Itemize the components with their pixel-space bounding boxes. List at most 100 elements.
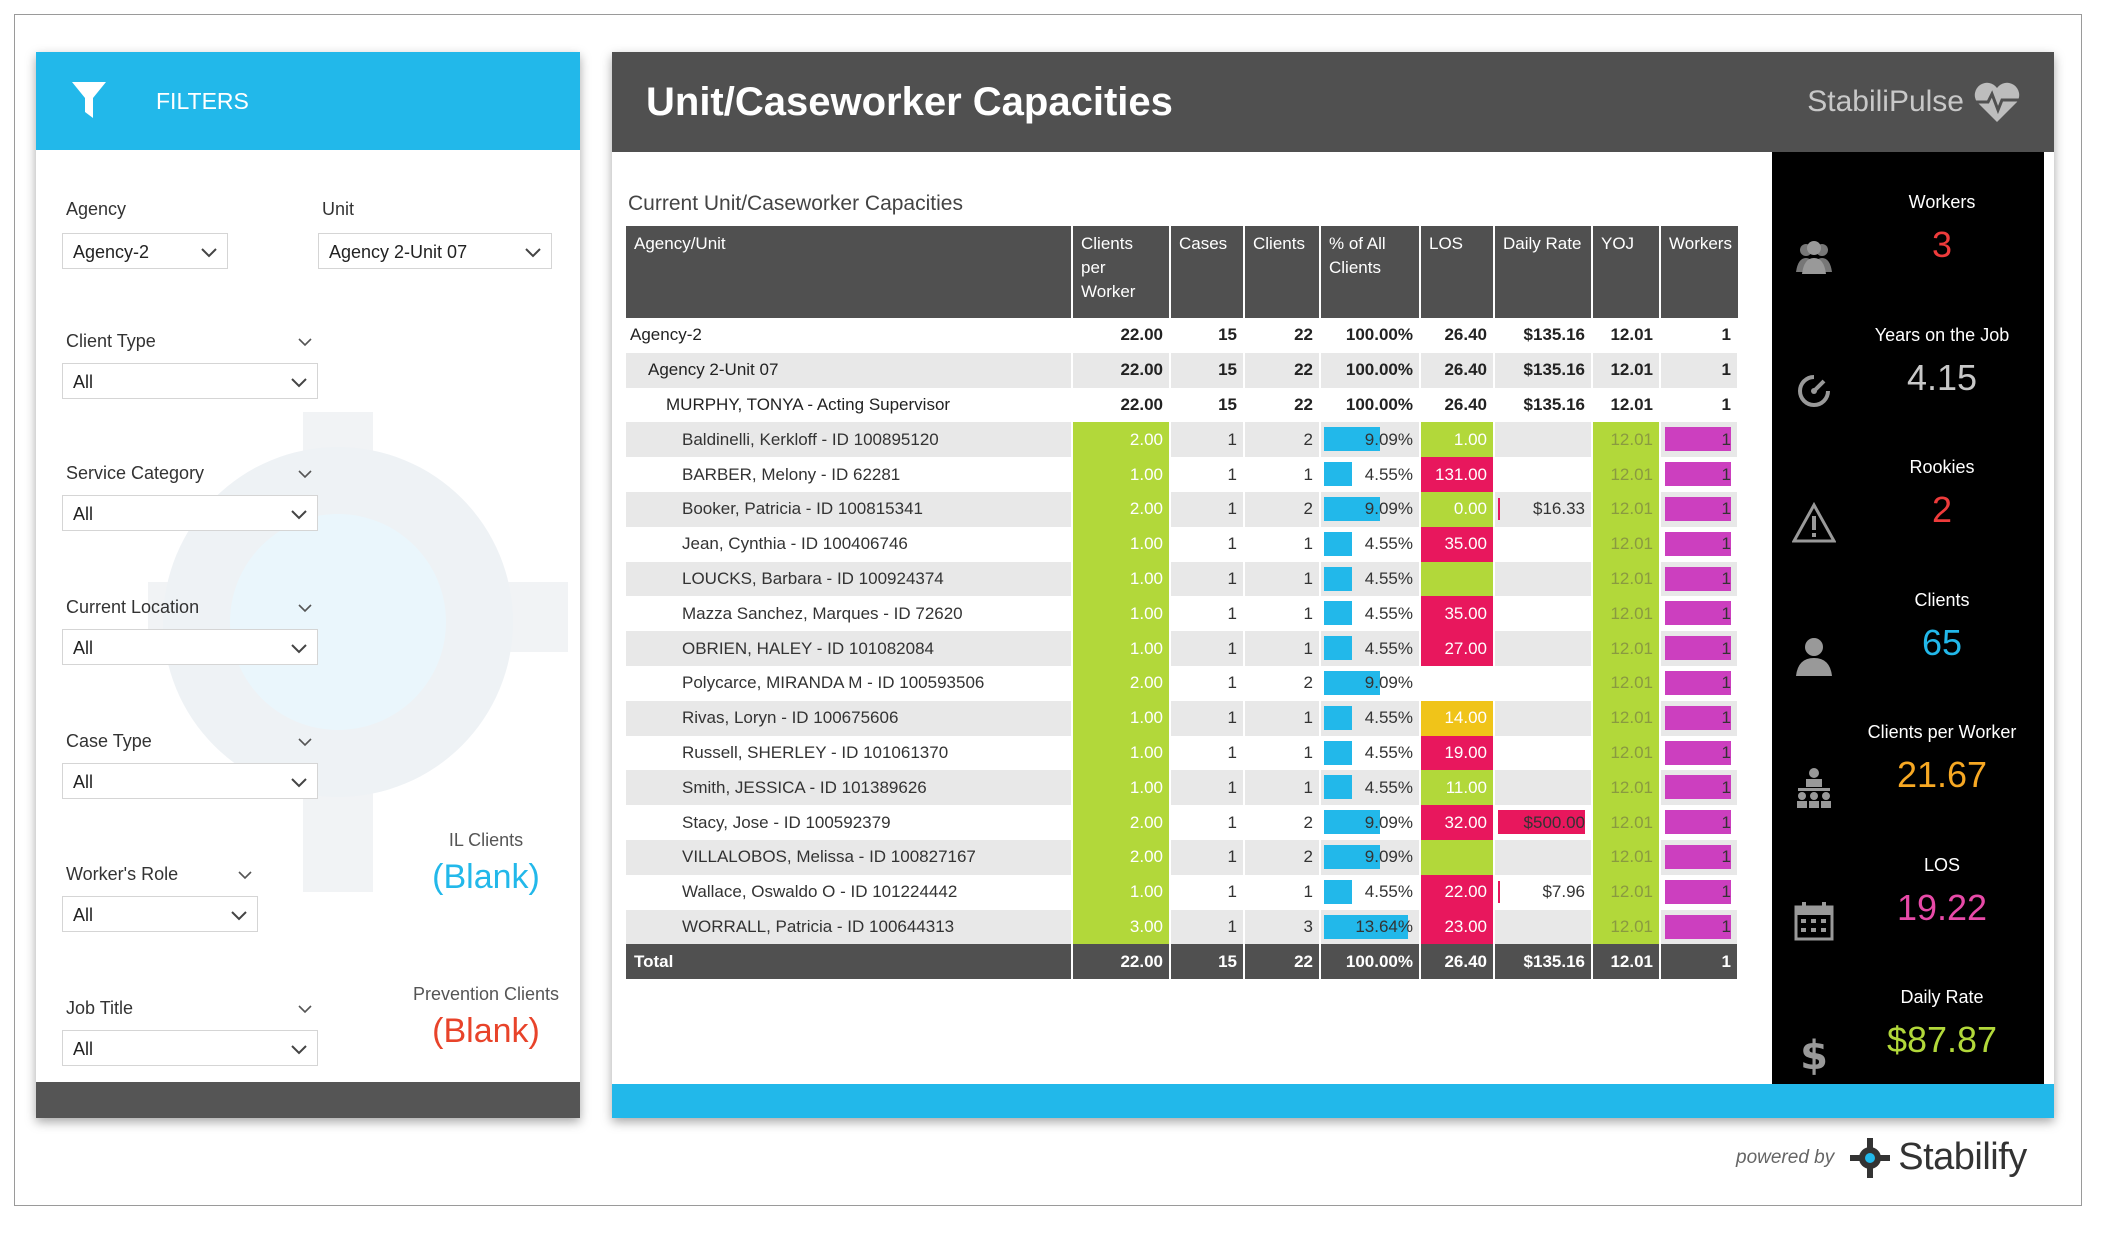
chevron-down-icon[interactable] [236, 866, 254, 884]
table-row[interactable]: WORRALL, Patricia - ID 100644313 3.00 1 3 13… [626, 909, 1739, 945]
table-row[interactable]: BARBER, Melony - ID 62281 1.00 1 1 4.55% 131.… [626, 457, 1739, 492]
chevron-down-icon[interactable] [296, 465, 314, 483]
cases-cell: 1 [1170, 596, 1245, 632]
column-header[interactable]: Daily Rate [1494, 226, 1593, 318]
los-cell: 22.00 [1420, 874, 1495, 910]
workers-bar [1665, 427, 1731, 452]
chevron-down-icon[interactable] [296, 599, 314, 617]
pct-cell: 100.00% [1320, 352, 1421, 388]
workers-bar [1665, 879, 1731, 904]
chevron-down-icon[interactable] [296, 333, 314, 351]
column-header[interactable]: % of All Clients [1320, 226, 1421, 318]
worker-name: Polycarce, MIRANDA M - ID 100593506 [626, 665, 1073, 701]
los-cell: 131.00 [1420, 457, 1495, 492]
cases-cell: 1 [1170, 874, 1245, 910]
table-row[interactable]: Russell, SHERLEY - ID 101061370 1.00 1 1 4.5… [626, 735, 1739, 771]
rate-bar [1498, 497, 1500, 520]
column-header[interactable]: LOS [1420, 226, 1495, 318]
workers-cell: 1 [1660, 457, 1739, 492]
workers-bar [1665, 601, 1731, 626]
pct-bar [1324, 914, 1408, 939]
daily-rate-cell: $7.96 [1494, 874, 1593, 910]
table-row[interactable]: Jean, Cynthia - ID 100406746 1.00 1 1 4.55% 3… [626, 526, 1739, 562]
agency-dropdown[interactable]: Agency-2 [62, 233, 228, 269]
kpi-label: Years on the Job [1874, 324, 2010, 345]
cases-cell: 1 [1170, 422, 1245, 458]
workers-cell: 1 [1660, 387, 1739, 423]
clients-per-worker-cell: 1.00 [1071, 770, 1171, 806]
kpi-value: 2 [1931, 489, 1953, 530]
kpi-value: $87.87 [1886, 1019, 1998, 1060]
clients-cell: 3 [1244, 909, 1321, 945]
column-header[interactable]: Workers [1660, 226, 1738, 318]
table-row[interactable]: Smith, JESSICA - ID 101389626 1.00 1 1 4.55%… [626, 770, 1739, 806]
workers-value: 1 [1721, 916, 1731, 936]
column-header[interactable]: Cases [1170, 226, 1245, 318]
table-row[interactable]: Booker, Patricia - ID 100815341 2.00 1 2 9.0… [626, 491, 1739, 527]
yoj-cell: 12.01 [1592, 318, 1661, 353]
workers-cell: 1 [1660, 561, 1739, 597]
table-row[interactable]: Wallace, Oswaldo O - ID 101224442 1.00 1 1 4… [626, 874, 1739, 910]
column-header[interactable]: Clients [1244, 226, 1321, 318]
calendar-icon [1794, 901, 1834, 940]
clients-per-worker-cell: 1.00 [1071, 631, 1171, 666]
table-row[interactable]: Polycarce, MIRANDA M - ID 100593506 2.00 1… [626, 665, 1739, 701]
clients-cell: 1 [1244, 874, 1321, 910]
workers-bar [1665, 636, 1731, 661]
clients-cell: 1 [1244, 700, 1321, 736]
table-row[interactable]: LOUCKS, Barbara - ID 100924374 1.00 1 1 4.55… [626, 561, 1739, 597]
pct-cell: 9.09% [1320, 665, 1421, 701]
svg-text:$: $ [1800, 1033, 1828, 1075]
column-header[interactable]: YOJ [1592, 226, 1661, 318]
table-row[interactable]: OBRIEN, HALEY - ID 101082084 1.00 1 1 4.55% 2… [626, 631, 1739, 666]
workers-bar [1665, 531, 1731, 556]
table-row[interactable]: Agency-2 22.00 15 22 100.00% 26.40 $135.16 12.0… [626, 318, 1739, 353]
yoj-cell: 12.01 [1592, 491, 1661, 527]
workers-bar [1665, 810, 1731, 835]
pct-bar [1324, 844, 1380, 869]
worker-name: Jean, Cynthia - ID 100406746 [626, 526, 1073, 562]
chevron-down-icon[interactable] [296, 733, 314, 751]
column-header[interactable]: Agency/Unit [626, 226, 1073, 318]
table-row[interactable]: VILLALOBOS, Melissa - ID 100827167 2.00 1 2… [626, 839, 1739, 875]
clients-cell: 1 [1244, 526, 1321, 562]
job-title-dropdown[interactable]: All [62, 1030, 318, 1066]
chevron-down-icon [291, 778, 307, 788]
service-category-dropdown[interactable]: All [62, 495, 318, 531]
daily-rate-cell [1494, 665, 1593, 701]
los-cell: 26.40 [1420, 387, 1495, 423]
workers-role-dropdown[interactable]: All [62, 896, 258, 932]
kpi-card: Years on the Job 4.15 [1772, 325, 2044, 455]
pct-cell: 4.55% [1320, 457, 1421, 492]
chevron-down-icon[interactable] [296, 1000, 314, 1018]
clients-per-worker-cell: 2.00 [1071, 491, 1171, 527]
cases-cell: 1 [1170, 491, 1245, 527]
workers-cell: 1 [1660, 735, 1739, 771]
table-row[interactable]: Baldinelli, Kerkloff - ID 100895120 2.00 1… [626, 422, 1739, 458]
los-cell: 1.00 [1420, 422, 1495, 458]
current-location-dropdown[interactable]: All [62, 629, 318, 665]
yoj-cell: 12.01 [1592, 422, 1661, 458]
pct-cell: 4.55% [1320, 631, 1421, 666]
chevron-down-icon [291, 510, 307, 520]
table-row[interactable]: Rivas, Loryn - ID 100675606 1.00 1 1 4.55% 14… [626, 700, 1739, 736]
unit-dropdown[interactable]: Agency 2-Unit 07 [318, 233, 552, 269]
workers-cell: 1 [1660, 665, 1739, 701]
table-row[interactable]: MURPHY, TONYA - Acting Supervisor 22.00 15… [626, 387, 1739, 423]
workers-cell: 1 [1660, 874, 1739, 910]
client-type-dropdown[interactable]: All [62, 363, 318, 399]
daily-rate-cell [1494, 909, 1593, 945]
cases-cell: 1 [1170, 561, 1245, 597]
table-row[interactable]: Mazza Sanchez, Marques - ID 72620 1.00 1 1 4… [626, 596, 1739, 632]
table-row[interactable]: Stacy, Jose - ID 100592379 2.00 1 2 9.09% 32.… [626, 805, 1739, 840]
heart-pulse-icon [1974, 82, 2020, 122]
workers-value: 1 [1721, 673, 1731, 693]
daily-rate-cell [1494, 457, 1593, 492]
cases-cell: 15 [1170, 944, 1245, 980]
capacity-table: Agency/Unit Clients per Worker Cases Cli… [626, 226, 1739, 980]
kpi-card: Workers 3 [1772, 192, 2044, 322]
column-header[interactable]: Clients per Worker [1072, 226, 1171, 318]
clients-per-worker-cell: 1.00 [1071, 526, 1171, 562]
table-row[interactable]: Agency 2-Unit 07 22.00 15 22 100.00% 26.40 $13… [626, 352, 1739, 388]
case-type-dropdown[interactable]: All [62, 763, 318, 799]
